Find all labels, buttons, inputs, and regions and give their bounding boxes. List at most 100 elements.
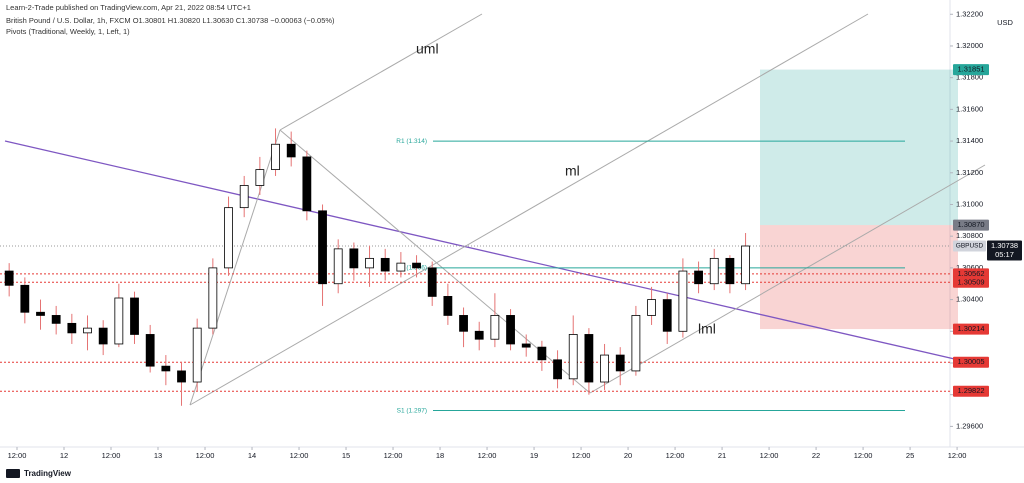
candle-body [318, 210, 327, 285]
candle-body [333, 248, 343, 285]
x-tick-label: 22 [812, 451, 820, 460]
y-tick-label: 1.31800 [956, 73, 983, 82]
price-label: 1.30214 [957, 324, 984, 333]
y-tick-label: 1.30400 [956, 295, 983, 304]
candle-body [286, 143, 296, 158]
currency: USD [997, 18, 1013, 27]
candle-body [192, 327, 202, 383]
candle-body [51, 315, 61, 324]
candle-body [36, 311, 45, 316]
trend-line [4, 140, 986, 367]
candle-body [521, 343, 531, 348]
candle-body [506, 315, 515, 345]
indicator: Pivots (Traditional, Weekly, 1, Left, 1) [6, 27, 130, 36]
candle-body [302, 156, 312, 212]
symbol-line: British Pound / U.S. Dollar, 1h, FXCM O1… [6, 16, 335, 25]
price-label-box [953, 323, 989, 335]
y-tick-label: 1.32200 [956, 9, 983, 18]
current-price-box [987, 240, 1022, 261]
x-tick-label: 12:00 [666, 451, 685, 460]
candle-body [130, 297, 139, 335]
candle-body [239, 185, 249, 209]
candle-body [67, 322, 77, 334]
pivot-label: R1 (1.314) [396, 138, 427, 145]
price-label: 1.30562 [957, 269, 984, 278]
lml-line [589, 164, 986, 394]
logo [6, 469, 20, 478]
x-tick-label: 12:00 [478, 451, 497, 460]
countdown: 05:17 [995, 250, 1014, 259]
candle-body [83, 327, 92, 334]
price-label: 1.30870 [957, 220, 984, 229]
price-label-box [953, 64, 989, 76]
x-tick-label: 12 [60, 451, 68, 460]
candle-body [615, 354, 625, 372]
candle-body [725, 257, 735, 285]
price-label-box [953, 276, 989, 288]
candle-body [20, 284, 30, 313]
candle-body [365, 257, 374, 269]
x-tick-label: 12:00 [8, 451, 27, 460]
publisher: Learn-2-Trade published on TradingView.c… [6, 3, 251, 12]
position-zone [760, 225, 958, 330]
x-tick-label: 19 [530, 451, 538, 460]
annotation: lml [698, 321, 716, 337]
price-label-box [953, 219, 989, 231]
x-tick-label: 12:00 [854, 451, 873, 460]
x-tick-label: 18 [436, 451, 444, 460]
x-tick-label: 12:00 [572, 451, 591, 460]
x-tick-label: 12:00 [102, 451, 121, 460]
price-label: 1.31851 [957, 65, 984, 74]
annotation: uml [416, 41, 439, 57]
candle-body [349, 248, 359, 269]
x-tick-label: 12:00 [290, 451, 309, 460]
candle-body [600, 354, 609, 383]
candle-body [741, 245, 750, 285]
pitchfork [189, 13, 986, 406]
candle-body [427, 267, 437, 297]
candle-body [396, 262, 406, 272]
candle-body [459, 315, 468, 332]
y-tick-label: 1.31400 [956, 136, 983, 145]
candle-body [474, 330, 484, 340]
x-tick-label: 20 [624, 451, 632, 460]
x-tick-label: 12:00 [948, 451, 967, 460]
y-tick-label: 1.30800 [956, 231, 983, 240]
candle-body [709, 257, 719, 285]
x-tick-label: 25 [906, 451, 914, 460]
pivot-label: S1 (1.297) [397, 407, 427, 414]
candle-body [114, 297, 124, 345]
candle-body [177, 370, 186, 383]
candle-body [490, 315, 500, 340]
candle-body [537, 346, 547, 361]
position-zone [760, 69, 958, 226]
candle-body [271, 143, 280, 171]
current-price: 1.30738 [991, 241, 1018, 250]
candle-body [568, 334, 578, 380]
candle-body [584, 334, 594, 383]
price-label: 1.29822 [957, 386, 984, 395]
candle-body [694, 270, 703, 285]
candle-body [553, 359, 562, 380]
candle-body [443, 296, 453, 316]
pitchfork-handle [189, 129, 281, 406]
axes: 1.296001.298001.300001.302001.304001.306… [8, 9, 1022, 460]
y-tick-label: 1.29600 [956, 421, 983, 430]
y-tick-label: 1.31000 [956, 199, 983, 208]
candle-body [255, 169, 265, 186]
x-tick-label: 21 [718, 451, 726, 460]
candle-body [161, 365, 171, 372]
x-tick-label: 13 [154, 451, 162, 460]
candle-body [224, 207, 233, 269]
candle-body [631, 315, 641, 372]
candle-body [208, 267, 218, 329]
brand: TradingView [24, 469, 72, 478]
candle-body [98, 327, 108, 345]
candle-body [380, 257, 390, 272]
x-tick-label: 15 [342, 451, 350, 460]
x-tick-label: 12:00 [384, 451, 403, 460]
y-tick-label: 1.32000 [956, 41, 983, 50]
candle-body [678, 270, 688, 332]
